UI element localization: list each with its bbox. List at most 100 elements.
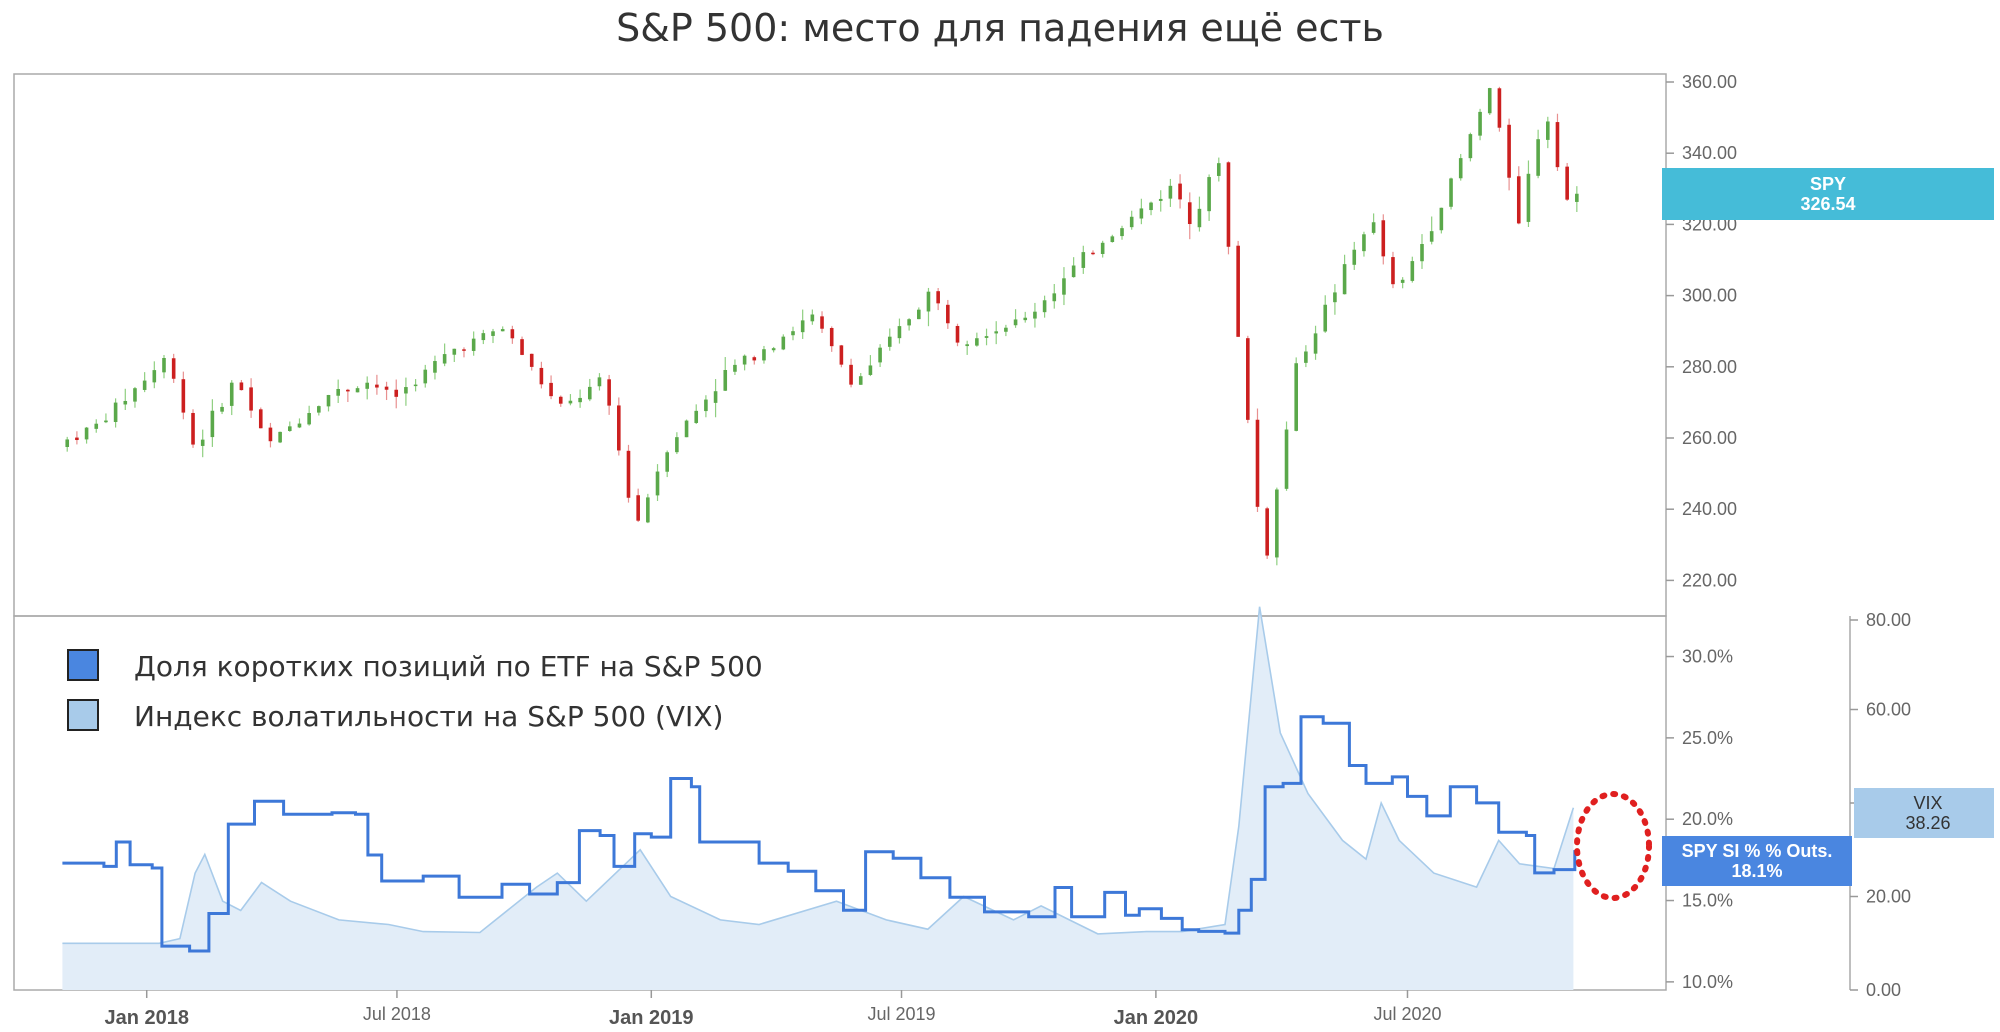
candle-body — [1013, 319, 1018, 326]
candle-body — [742, 355, 747, 365]
candle-body — [694, 410, 699, 423]
x-axis-label: Jul 2018 — [363, 1004, 431, 1024]
candle-body — [1478, 111, 1482, 136]
candle-body — [626, 450, 631, 498]
candle-body — [936, 291, 940, 304]
candle-body — [1207, 177, 1211, 212]
si-line-layer — [62, 715, 1577, 953]
candle-body — [820, 316, 824, 329]
spy-price-badge: SPY 326.54 — [1662, 168, 1994, 220]
price-axis-label: 300.00 — [1682, 286, 1737, 306]
si-axis-label: 25.0% — [1682, 728, 1733, 748]
price-axis: 220.00240.00260.00280.00300.00320.00340.… — [1666, 72, 1737, 590]
candle-body — [1507, 124, 1511, 178]
spy-badge-value: 326.54 — [1800, 194, 1855, 214]
candle-body — [781, 336, 786, 350]
candle-body — [520, 339, 524, 355]
vix-line — [62, 606, 1575, 945]
candle-body — [1313, 333, 1318, 354]
candle-body — [1091, 252, 1095, 255]
candle-body — [1468, 134, 1473, 159]
candle-body — [1033, 311, 1037, 319]
vix-axis-label: 80.00 — [1866, 610, 1911, 630]
candle-body — [346, 389, 350, 392]
candle-body — [791, 331, 795, 336]
candle-body — [878, 347, 882, 363]
legend-label-vix: Индекс волатильности на S&P 500 (VIX) — [134, 700, 723, 733]
candle-body — [655, 471, 660, 496]
candle-body — [597, 377, 602, 387]
candle-body — [452, 348, 457, 355]
candle-body — [1158, 198, 1163, 201]
candle-body — [94, 423, 99, 429]
candle-body — [810, 314, 815, 322]
candle-body — [558, 396, 563, 404]
candle-body — [1081, 252, 1086, 268]
candle-body — [1497, 88, 1502, 128]
x-axis-label: Jan 2019 — [609, 1007, 694, 1029]
price-axis-label: 260.00 — [1682, 428, 1737, 448]
candle-body — [1168, 185, 1173, 199]
candle-body — [916, 309, 921, 320]
candle-body — [481, 333, 486, 341]
candle-body — [646, 497, 650, 523]
candle-body — [1536, 139, 1540, 176]
vix-area-layer — [62, 606, 1575, 990]
candle-body — [1555, 122, 1560, 168]
candle-body — [994, 331, 999, 334]
legend: Доля коротких позиций по ETF на S&P 500 … — [67, 649, 763, 733]
si-axis-label: 15.0% — [1682, 891, 1733, 911]
candle-body — [578, 397, 582, 403]
legend-label-short-interest: Доля коротких позиций по ETF на S&P 500 — [134, 650, 763, 683]
candle-body — [278, 431, 282, 443]
candle-body — [849, 364, 853, 385]
candle-body — [113, 402, 118, 423]
candle-body — [1187, 202, 1192, 225]
candle-body — [1429, 231, 1434, 242]
x-axis-label: Jan 2020 — [1114, 1007, 1199, 1029]
candle-body — [733, 364, 737, 372]
candle-body — [1236, 245, 1240, 337]
candle-body — [307, 413, 311, 425]
candle-body — [491, 331, 495, 336]
candle-body — [171, 358, 176, 379]
candle-body — [1342, 264, 1347, 295]
vix-axis-label: 20.00 — [1866, 887, 1911, 907]
vix-badge-label: VIX — [1913, 793, 1942, 813]
candle-body — [1139, 208, 1144, 219]
candle-body — [287, 426, 292, 431]
candle-body — [326, 394, 331, 407]
price-axis-label: 240.00 — [1682, 499, 1737, 519]
vix-axis-label: 0.00 — [1866, 980, 1901, 1000]
candle-body — [181, 379, 186, 413]
candle-body — [800, 320, 805, 333]
candle-body — [1216, 163, 1221, 176]
candle-body — [1391, 257, 1395, 285]
candle-body — [297, 423, 302, 428]
vix-axis-label: 60.00 — [1866, 700, 1911, 720]
candle-body — [665, 452, 669, 472]
price-axis-label: 340.00 — [1682, 143, 1737, 163]
candle-body — [539, 367, 544, 385]
candle-body — [413, 384, 418, 387]
candle-body — [1420, 244, 1424, 262]
candle-body — [1458, 158, 1463, 179]
candle-body — [229, 382, 234, 406]
candle-body — [1110, 236, 1115, 243]
x-axis-label: Jan 2018 — [104, 1007, 189, 1029]
si-badge-label: SPY SI % % Outs. — [1682, 841, 1833, 861]
candle-body — [1129, 216, 1134, 228]
candle-body — [1149, 202, 1153, 211]
candle-body — [1439, 207, 1444, 231]
candle-body — [1100, 242, 1105, 254]
candle-body — [684, 420, 689, 438]
candle-body — [462, 349, 466, 351]
candle-body — [1255, 419, 1260, 507]
candle-body — [442, 354, 447, 364]
si-axis-label: 30.0% — [1682, 647, 1733, 667]
candle-body — [1333, 292, 1337, 303]
candle-body — [1371, 222, 1376, 233]
candle-body — [868, 365, 873, 375]
si-axis-label: 20.0% — [1682, 809, 1733, 829]
candle-body — [713, 391, 718, 403]
